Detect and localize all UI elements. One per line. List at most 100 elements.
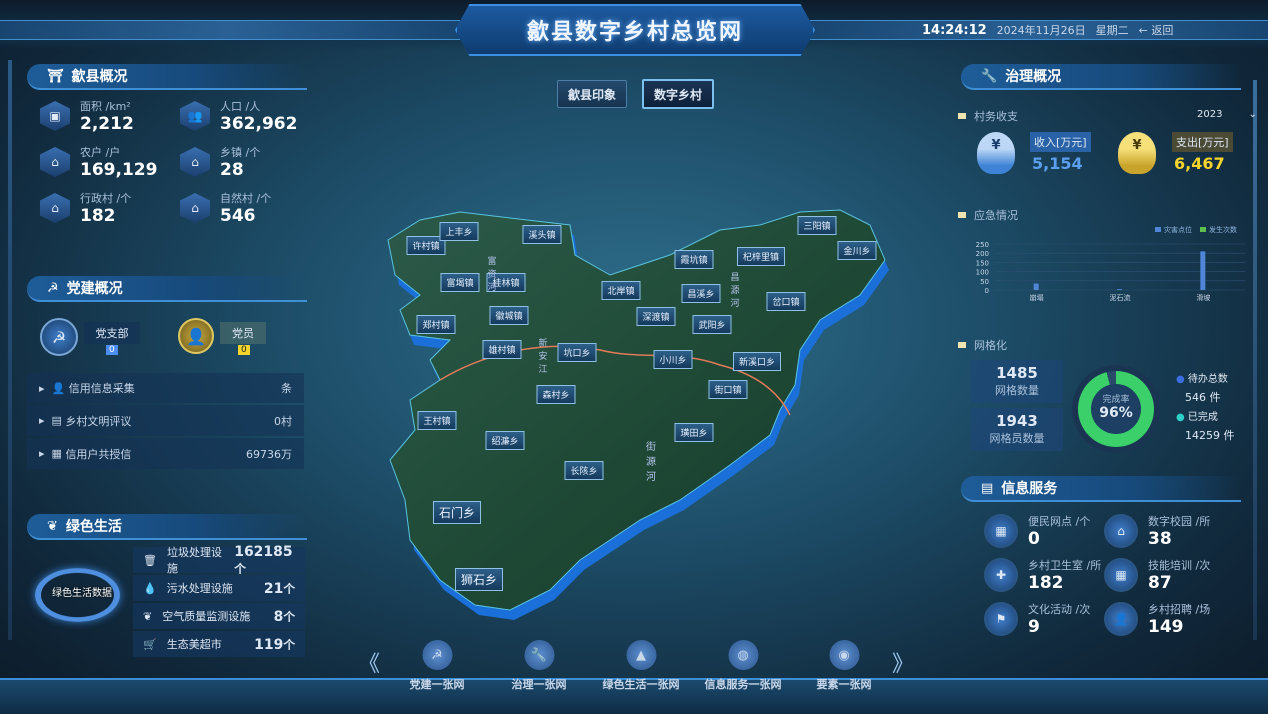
town-label[interactable]: 街口镇 (708, 380, 748, 399)
grid-staff-label: 网格员数量 (989, 432, 1045, 445)
nav-info[interactable]: ◍ 信息服务一张网 (705, 640, 782, 692)
year-select[interactable]: 2023 ⌄ (1197, 109, 1257, 120)
page-title-box: 歙县数字乡村总览网 (455, 4, 815, 56)
town-label[interactable]: 富堨镇 (440, 273, 480, 292)
town-label[interactable]: 三阳镇 (797, 216, 837, 235)
nav-governance[interactable]: 🔧 治理一张网 (512, 640, 567, 692)
nav-label: 信息服务一张网 (704, 678, 782, 691)
tab-digital-village[interactable]: 数字乡村 (642, 79, 715, 109)
y-tick-label: 250 (976, 241, 989, 249)
stat-value: 362,962 (220, 114, 298, 134)
town-label[interactable]: 金川乡 (837, 241, 877, 260)
tree-icon: ▲ (626, 640, 656, 670)
town-label[interactable]: 绍濂乡 (485, 431, 525, 450)
info-title: 信息服务 (1001, 481, 1058, 497)
item-label: 污水处理设施 (166, 582, 233, 595)
people-icon: 👥 (180, 101, 210, 131)
stat-value: 169,129 (80, 160, 158, 180)
town-label[interactable]: 王村镇 (417, 411, 457, 430)
stat-label: 农户 /户 (80, 146, 121, 159)
tab-impression[interactable]: 歙县印象 (557, 80, 628, 108)
board-icon: ▦ (51, 447, 62, 460)
nav-party[interactable]: ☭ 党建一张网 (410, 640, 465, 692)
y-tick-label: 100 (976, 269, 989, 277)
party-branch-icon: ☭ (40, 318, 78, 356)
town-label[interactable]: 上丰乡 (439, 222, 479, 241)
list-item-credit-info[interactable]: ▸ 👤 信用信息采集 条 (27, 373, 304, 403)
town-label[interactable]: 狮石乡 (454, 568, 504, 591)
weekday: 星期二 (1095, 24, 1129, 37)
y-tick-label: 50 (980, 278, 989, 286)
pending-label: 待办总数 (1187, 374, 1228, 385)
town-label[interactable]: 许村镇 (406, 236, 446, 255)
stat-natural-villages: ⌂ 自然村 /个 546 (180, 190, 310, 226)
river-label: 街源河 (646, 442, 656, 483)
medical-kit-icon: ✚ (984, 558, 1018, 592)
town-label[interactable]: 郑村镇 (416, 315, 456, 334)
town-label[interactable]: 昌溪乡 (681, 284, 721, 303)
expense-value: 6,467 (1174, 154, 1225, 173)
stat-label: 自然村 /个 (220, 192, 272, 205)
completion-donut: 完成率 96% (1078, 371, 1154, 447)
back-button[interactable]: ← 返回 (1138, 24, 1174, 37)
nav-prev-button[interactable]: 《 (358, 652, 381, 677)
town-label[interactable]: 北岸镇 (601, 281, 641, 300)
town-label[interactable]: 雄村镇 (482, 340, 522, 359)
nav-green[interactable]: ▲ 绿色生活一张网 (603, 640, 680, 692)
town-label[interactable]: 璜田乡 (674, 423, 714, 442)
bullet-icon (958, 212, 966, 218)
river-label: 富资河 (487, 257, 497, 293)
y-tick-label: 150 (976, 259, 989, 267)
nav-next-button[interactable]: 》 (892, 652, 915, 677)
town-label[interactable]: 武阳乡 (692, 315, 732, 334)
info-item-campus: ⌂ 数字校园 /所 38 (1104, 513, 1244, 549)
town-label[interactable]: 深渡镇 (636, 307, 676, 326)
town-label[interactable]: 徽城镇 (489, 306, 529, 325)
town-label[interactable]: 杞梓里镇 (736, 247, 786, 266)
stat-label: 乡镇 /个 (220, 146, 261, 159)
legend-label: 发生次数 (1209, 225, 1237, 234)
town-label[interactable]: 岔口镇 (766, 292, 806, 311)
town-label[interactable]: 溪头镇 (522, 225, 562, 244)
town-label[interactable]: 桂林镇 (486, 273, 526, 292)
town-label[interactable]: 森村乡 (536, 385, 576, 404)
nav-elements[interactable]: ◉ 要素一张网 (817, 640, 872, 692)
party-header: ☭ 党建概况 (27, 276, 307, 302)
member-label: 党员 (220, 322, 266, 344)
green-item-garbage: 🗑 垃圾处理设施 162185个 (133, 544, 305, 576)
list-item-credit-total[interactable]: ▸ ▦ 信用户共授信 69736万 (27, 438, 304, 469)
stat-value: 149 (1148, 617, 1184, 637)
member-value: 0 (238, 345, 250, 355)
legend-swatch (1155, 227, 1161, 232)
stat-area: ▣ 面积 /km² 2,212 (40, 98, 180, 134)
stat-label: 文化活动 /次 (1028, 603, 1091, 616)
year-value: 2023 (1197, 109, 1223, 120)
stat-value: 28 (220, 160, 244, 180)
gate-icon: ⛩ (47, 68, 64, 84)
nav-label: 治理一张网 (511, 678, 567, 691)
store-icon: ▦ (984, 514, 1018, 548)
town-label[interactable]: 霞坑镇 (674, 250, 714, 269)
stat-value: 546 (220, 206, 256, 226)
town-label[interactable]: 石门乡 (432, 501, 482, 524)
town-label[interactable]: 长陔乡 (564, 461, 604, 480)
county-map[interactable] (380, 200, 900, 620)
grid-staff-value: 1943 (996, 412, 1038, 430)
stat-admin-villages: ⌂ 行政村 /个 182 (40, 190, 180, 226)
town-label[interactable]: 小川乡 (653, 350, 693, 369)
governance-header: 🔧 治理概况 (961, 64, 1241, 90)
overview-title: 歙县概况 (71, 69, 128, 85)
clock: 14:24:12 2024年11月26日 星期二 ← 返回 (922, 22, 1173, 38)
left-border (8, 60, 12, 640)
item-value: 21 (263, 580, 284, 597)
stat-value: 38 (1148, 529, 1172, 549)
list-item-civility[interactable]: ▸ ▤ 乡村文明评议 0村 (27, 405, 304, 436)
header-ornament-left (0, 20, 460, 40)
row-value: 条 (281, 382, 292, 395)
nav-label: 绿色生活一张网 (602, 678, 680, 691)
river-label: 昌源河 (730, 273, 740, 309)
river-label: 新安江 (538, 339, 548, 375)
town-label[interactable]: 坑口乡 (557, 343, 597, 362)
town-label[interactable]: 新溪口乡 (732, 352, 782, 371)
